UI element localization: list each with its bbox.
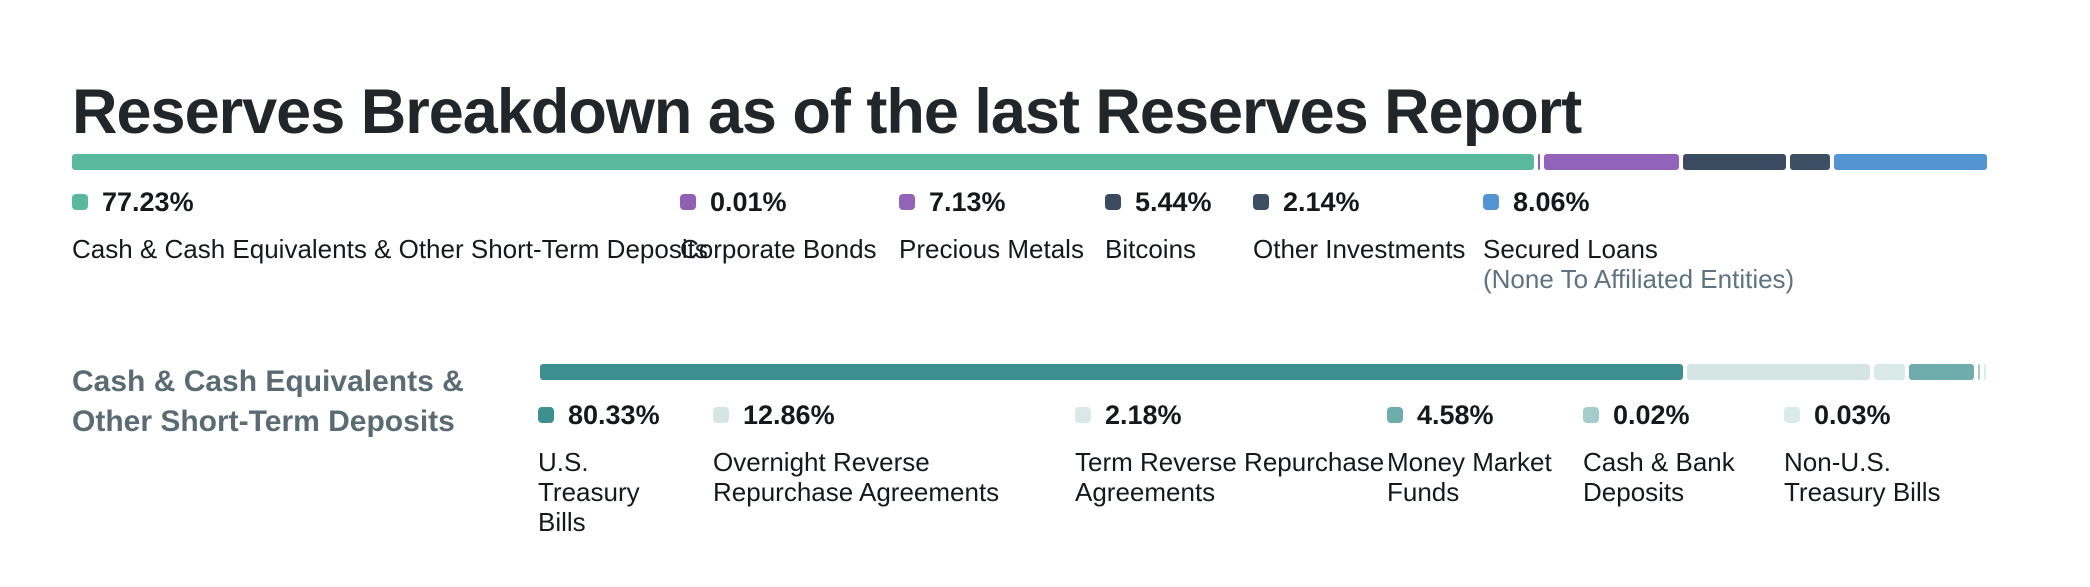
precious-metals-label: Precious Metals [899, 234, 1084, 264]
corporate-bonds-percent: 0.01% [710, 186, 787, 217]
overnight-reverse-repo-label: Overnight Reverse Repurchase Agreements [713, 447, 1000, 507]
bar-segment-corporate-bonds [1537, 154, 1540, 170]
money-market-funds-percent: 4.58% [1417, 399, 1494, 430]
cash-equivalents-bar [540, 364, 1986, 380]
cash-bank-deposits-label: Cash & Bank Deposits [1583, 447, 1735, 507]
bar-segment-non-us-treasury-bills [1983, 364, 1986, 380]
secured-loans-label: Secured Loans [1483, 234, 1658, 264]
bar-segment-other-investments [1789, 154, 1831, 170]
bar-segment-money-market-funds [1908, 364, 1974, 380]
bar-segment-cash-equivalents [72, 154, 1534, 170]
money-market-funds-swatch [1387, 407, 1403, 423]
us-treasury-bills-label: U.S. Treasury Bills [538, 447, 640, 537]
term-reverse-repo-label: Term Reverse Repurchase Agreements [1075, 447, 1385, 507]
bar-segment-bitcoins [1682, 154, 1786, 170]
legend-item-precious-metals: 7.13% Precious Metals [899, 186, 1084, 264]
cash-bank-deposits-percent: 0.02% [1613, 399, 1690, 430]
bitcoins-percent: 5.44% [1135, 186, 1212, 217]
legend-item-cash-bank-deposits: 0.02% Cash & Bank Deposits [1583, 399, 1738, 507]
overnight-reverse-repo-swatch [713, 407, 729, 423]
reserves-breakdown-bar [72, 154, 1988, 170]
corporate-bonds-swatch [680, 194, 696, 210]
secured-loans-percent: 8.06% [1513, 186, 1590, 217]
money-market-funds-label: Money Market Funds [1387, 447, 1552, 507]
legend-item-secured-loans: 8.06% Secured Loans (None To Affiliated … [1483, 186, 1795, 294]
legend-item-other-investments: 2.14% Other Investments [1253, 186, 1466, 264]
precious-metals-percent: 7.13% [929, 186, 1006, 217]
legend-item-term-reverse-repo: 2.18% Term Reverse Repurchase Agreements [1075, 399, 1385, 507]
cash-equivalents-section-title: Cash & Cash Equivalents & Other Short-Te… [72, 365, 464, 438]
legend-item-us-treasury-bills: 80.33% U.S. Treasury Bills [538, 399, 663, 537]
cash-equivalents-label: Cash & Cash Equivalents & Other Short-Te… [72, 234, 708, 264]
secured-loans-sublabel: (None To Affiliated Entities) [1483, 264, 1795, 294]
us-treasury-bills-swatch [538, 407, 554, 423]
bar-segment-overnight-reverse-repo [1686, 364, 1870, 380]
cash-bank-deposits-swatch [1583, 407, 1599, 423]
overnight-reverse-repo-percent: 12.86% [743, 399, 835, 430]
non-us-treasury-bills-swatch [1784, 407, 1800, 423]
non-us-treasury-bills-label: Non-U.S. Treasury Bills [1784, 447, 1941, 507]
other-investments-percent: 2.14% [1283, 186, 1360, 217]
term-reverse-repo-percent: 2.18% [1105, 399, 1182, 430]
other-investments-swatch [1253, 194, 1269, 210]
corporate-bonds-label: Corporate Bonds [680, 234, 877, 264]
bitcoins-swatch [1105, 194, 1121, 210]
non-us-treasury-bills-percent: 0.03% [1814, 399, 1891, 430]
legend-item-money-market-funds: 4.58% Money Market Funds [1387, 399, 1562, 507]
bar-segment-cash-bank-deposits [1977, 364, 1980, 380]
term-reverse-repo-swatch [1075, 407, 1091, 423]
legend-item-cash-equivalents: 77.23% Cash & Cash Equivalents & Other S… [72, 186, 708, 264]
bar-segment-us-treasury-bills [540, 364, 1683, 380]
bar-segment-secured-loans [1834, 154, 1988, 170]
legend-item-non-us-treasury-bills: 0.03% Non-U.S. Treasury Bills [1784, 399, 1974, 507]
other-investments-label: Other Investments [1253, 234, 1466, 264]
bar-segment-term-reverse-repo [1873, 364, 1905, 380]
page-title: Reserves Breakdown as of the last Reserv… [72, 77, 1582, 148]
legend-item-bitcoins: 5.44% Bitcoins [1105, 186, 1212, 264]
us-treasury-bills-percent: 80.33% [568, 399, 660, 430]
cash-equivalents-swatch [72, 194, 88, 210]
legend-item-corporate-bonds: 0.01% Corporate Bonds [680, 186, 877, 264]
bitcoins-label: Bitcoins [1105, 234, 1197, 264]
bar-segment-precious-metals [1543, 154, 1679, 170]
legend-item-overnight-reverse-repo: 12.86% Overnight Reverse Repurchase Agre… [713, 399, 1018, 507]
precious-metals-swatch [899, 194, 915, 210]
secured-loans-swatch [1483, 194, 1499, 210]
cash-equivalents-percent: 77.23% [102, 186, 194, 217]
